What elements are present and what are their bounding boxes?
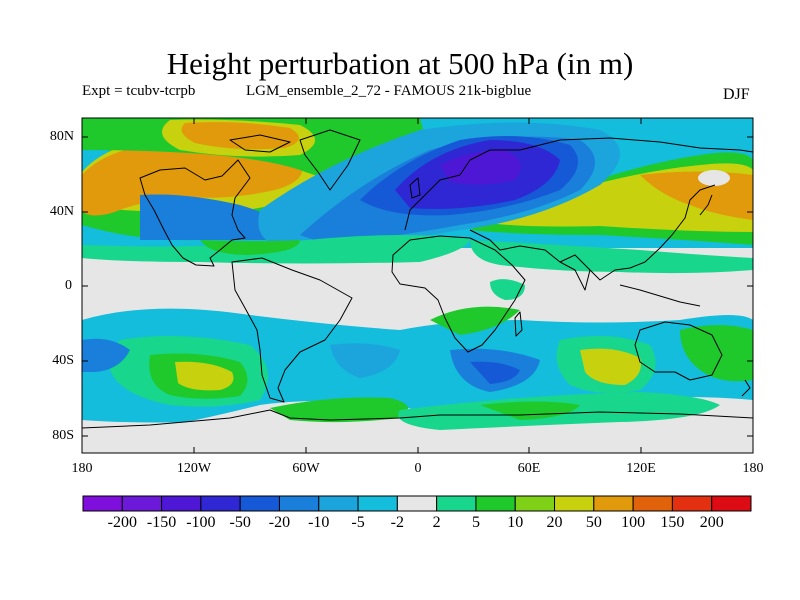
colorbar-tick-label: 10 — [507, 514, 524, 531]
colorbar-swatch — [278, 495, 320, 512]
madagascar-outline — [514, 311, 523, 337]
colorbar-tick-label: -100 — [186, 514, 216, 531]
green-antarctic-west — [270, 397, 408, 423]
colorbar-swatch — [436, 495, 477, 512]
colorbar-tick-label: -2 — [390, 514, 404, 531]
lon-label-180e: 180 — [742, 461, 764, 476]
lon-label-120w: 120W — [176, 461, 212, 476]
colorbar-swatch — [475, 495, 516, 512]
lon-label-60w: 60W — [292, 461, 320, 476]
purple-europe — [440, 150, 521, 185]
yellow-indian-ocean — [580, 348, 641, 385]
colorbar — [82, 495, 752, 512]
run-label: LGM_ensemble_2_72 - FAMOUS 21k-bigblue — [246, 83, 532, 99]
colorbar-tick-label: 150 — [660, 514, 685, 531]
colorbar-tick-label: 2 — [432, 514, 441, 531]
lat-label-equator: 0 — [65, 278, 72, 293]
colorbar-swatch — [82, 495, 123, 512]
orange-greenland — [181, 122, 299, 150]
new-zealand-outline — [741, 379, 751, 397]
colorbar-swatch — [514, 495, 556, 512]
lat-label-40s: 40S — [52, 353, 74, 368]
greenland-outline — [299, 129, 361, 191]
north-america-outline — [139, 159, 251, 267]
lon-label-60e: 60E — [517, 461, 541, 476]
coastlines — [82, 129, 753, 429]
colorbar-tick-label: 20 — [546, 514, 563, 531]
green-australia-east — [680, 325, 753, 382]
colorbar-tick-label: -150 — [146, 514, 177, 531]
colorbar-tick-label: 5 — [471, 514, 480, 531]
plot-title: Height perturbation at 500 hPa (in m) — [166, 46, 634, 81]
contour-fields — [82, 118, 753, 453]
blue-south-atlantic — [330, 343, 400, 378]
colorbar-swatch — [593, 495, 634, 512]
season-label: DJF — [723, 86, 750, 103]
colorbar-tick-label: -5 — [351, 514, 365, 531]
antarctica-coast — [82, 409, 753, 429]
colorbar-swatch — [396, 495, 438, 512]
experiment-label: Expt = tcubv-tcrpb — [82, 83, 196, 99]
colorbar-tick-label: 100 — [621, 514, 646, 531]
colorbar-swatch — [161, 495, 202, 512]
orange-north-america — [82, 139, 303, 216]
lon-label-0: 0 — [414, 461, 422, 476]
colorbar-tick-label: -50 — [229, 514, 251, 531]
blue-west-edge-south — [82, 338, 130, 372]
colorbar-swatch — [121, 495, 163, 512]
teal-subtropics-east — [470, 240, 753, 274]
eurasia-north-coast — [404, 137, 753, 231]
deep-blue-southern-africa — [470, 361, 520, 384]
yellow-south-pacific — [175, 361, 234, 391]
colorbar-tick-label: 50 — [585, 514, 602, 531]
south-america-outline — [231, 257, 353, 403]
colorbar-tick-label: 200 — [699, 514, 724, 531]
colorbar-tick-label: -10 — [308, 514, 330, 531]
africa-outline — [391, 235, 526, 353]
indonesia-outline — [619, 284, 701, 307]
uk-outline — [409, 177, 421, 199]
eurasia-south-coast — [469, 184, 716, 281]
colorbar-swatch — [671, 495, 713, 512]
green-subtropics-west — [200, 240, 300, 255]
neutral-spot-siberia — [698, 170, 730, 186]
colorbar-swatch — [554, 495, 595, 512]
lon-label-120e: 120E — [626, 461, 656, 476]
green-antarctic-east — [480, 401, 580, 420]
colorbar-tick-label: -20 — [268, 514, 291, 531]
lat-label-80n: 80N — [49, 129, 74, 144]
axis-ticks — [82, 118, 753, 453]
lon-label-180w: 180 — [71, 461, 93, 476]
colorbar-swatch — [711, 495, 752, 512]
colorbar-swatch — [357, 495, 398, 512]
lat-label-80s: 80S — [52, 428, 74, 443]
japan-outline — [699, 194, 713, 216]
colorbar-swatch — [200, 495, 241, 512]
green-tropical-africa — [430, 306, 520, 335]
colorbar-tick-label: -200 — [107, 514, 137, 531]
lat-label-40n: 40N — [49, 204, 74, 219]
colorbar-swatch — [318, 495, 359, 512]
colorbar-swatch — [239, 495, 280, 512]
arctic-islands-outline — [229, 134, 291, 153]
colorbar-swatch — [632, 495, 673, 512]
teal-patch-africa — [490, 279, 525, 300]
india-outline — [559, 261, 591, 291]
australia-outline — [634, 321, 723, 381]
